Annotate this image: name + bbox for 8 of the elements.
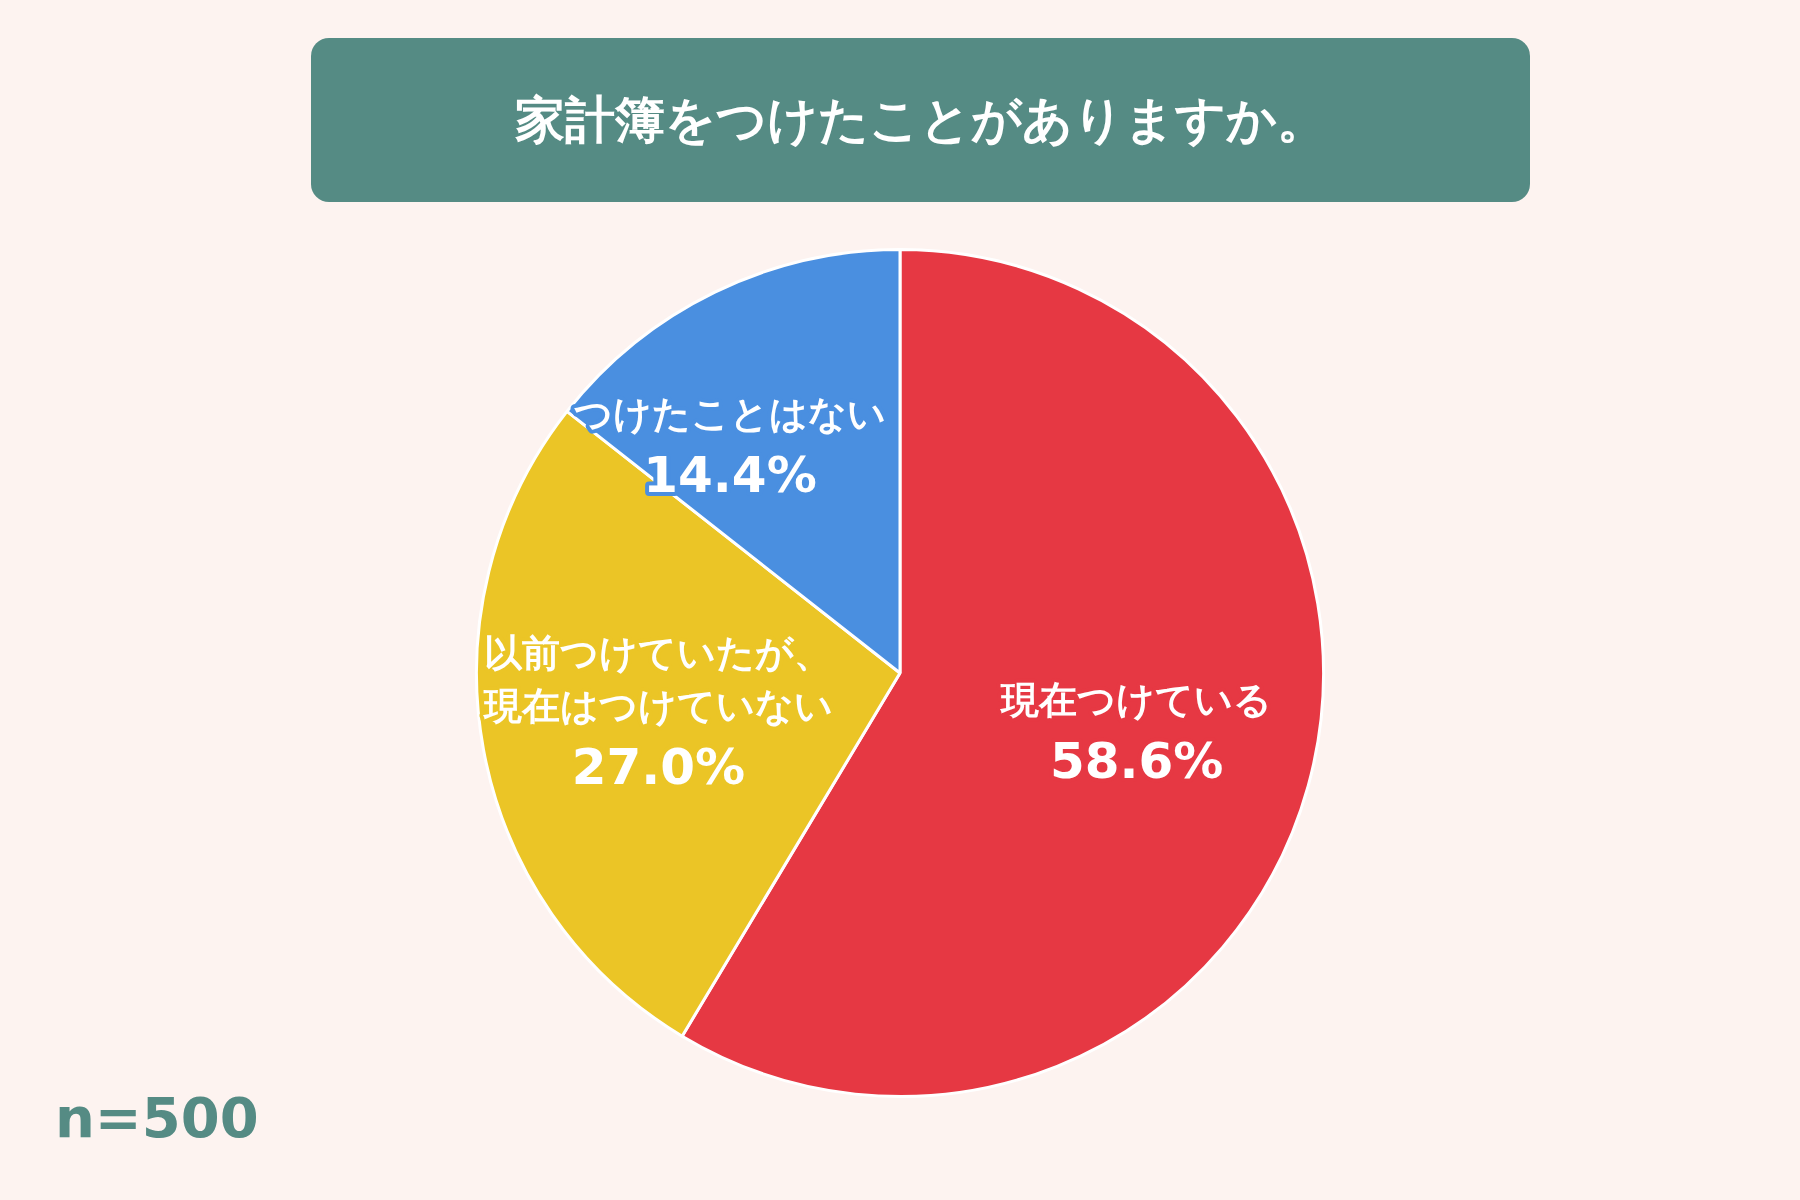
data-label: 58.6% xyxy=(1049,732,1224,791)
text: n=500 xyxy=(55,1085,259,1150)
slice-label: 現在つけている xyxy=(999,678,1273,723)
slice-label: 以前つけていたが、現在はつけていない xyxy=(481,630,833,728)
chart-title: 家計簿をつけたことがありますか。 xyxy=(311,38,1530,202)
slice-label: つけたことはない xyxy=(574,391,886,436)
data-label: 14.4% xyxy=(643,445,817,504)
data-label: 27.0% xyxy=(571,737,746,796)
